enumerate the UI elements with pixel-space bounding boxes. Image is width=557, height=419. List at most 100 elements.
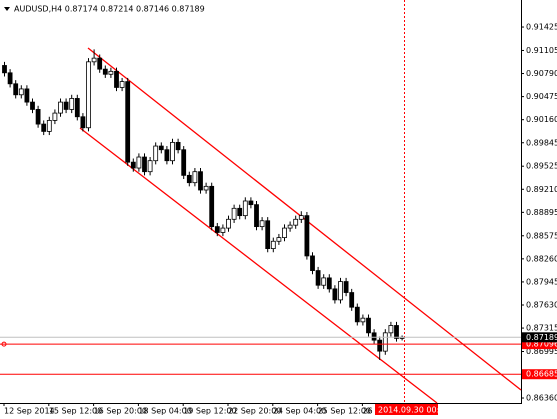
candle-body: [136, 156, 142, 169]
candle-body: [377, 339, 383, 352]
candle-body: [332, 288, 338, 301]
candle-body: [276, 237, 282, 242]
x-tick-label: 16 Sep 20:00: [94, 407, 147, 416]
candle-body: [371, 332, 377, 341]
candle-body: [41, 123, 47, 132]
candle-body: [354, 306, 360, 323]
candle-body: [242, 200, 248, 217]
candle-body: [360, 317, 366, 323]
candle-body: [147, 160, 153, 173]
candle-body: [287, 224, 293, 229]
cursor-label-box: [375, 404, 438, 415]
candle-body: [298, 215, 304, 220]
price-label: 0.86685: [526, 370, 557, 379]
y-tick-label: 0.89525: [526, 162, 557, 171]
candle-body: [270, 240, 276, 249]
candle-body: [343, 281, 349, 293]
candle-body: [125, 81, 131, 163]
y-tick-label: 0.89210: [526, 185, 557, 194]
candle-body: [108, 70, 114, 75]
candle-body: [119, 81, 125, 88]
y-tick-label: 0.91425: [526, 23, 557, 32]
x-tick-label: 24 Sep 04:00: [273, 407, 326, 416]
y-tick-label: 0.87630: [526, 300, 557, 309]
y-tick-label: 0.86360: [526, 394, 557, 403]
chart-title: AUDUSD,H4 0.87174 0.87214 0.87146 0.8718…: [14, 5, 205, 14]
candle-body: [2, 65, 7, 74]
candle-body: [248, 200, 254, 206]
bid-label-box: [522, 332, 557, 343]
price-label: 0.87096: [526, 340, 557, 349]
candle-body: [326, 277, 332, 290]
price-label-box: [522, 369, 557, 380]
candle-body: [7, 72, 13, 85]
x-tick-label: 18 Sep 04:00: [138, 407, 191, 416]
y-tick-label: 0.90790: [526, 69, 557, 78]
candle-body: [18, 88, 24, 96]
candle-body: [97, 57, 103, 70]
candle-body: [254, 204, 259, 228]
candle-body: [170, 141, 175, 162]
y-tick-label: 0.87945: [526, 277, 557, 286]
candle-body: [158, 145, 164, 151]
candle-body: [102, 68, 108, 75]
candle-body: [13, 83, 19, 96]
candle-body: [382, 332, 388, 352]
candle-body: [265, 220, 271, 249]
candle-body: [315, 270, 321, 286]
candle-body: [58, 101, 63, 114]
candle-body: [349, 292, 355, 308]
candle-body: [214, 226, 220, 233]
y-tick-label: 0.87315: [526, 324, 557, 333]
candle-body: [237, 207, 243, 217]
plot-frame: [0, 0, 522, 404]
candle-body: [338, 281, 343, 301]
candle-body: [142, 156, 147, 173]
candle-body: [175, 141, 181, 151]
menu-arrow[interactable]: [4, 7, 10, 11]
candle-body: [46, 120, 52, 132]
candle-body: [304, 215, 310, 257]
candle-body: [186, 174, 192, 184]
candle-body: [366, 317, 371, 334]
candle-body: [282, 227, 287, 239]
candle-body: [198, 171, 203, 191]
y-tick-label: 0.88260: [526, 254, 557, 263]
y-tick-label: 0.90160: [526, 115, 557, 124]
candle-body: [91, 57, 97, 63]
x-tick-label: 12 Sep 2014: [4, 407, 55, 416]
price-label-box: [522, 339, 557, 350]
candle-body: [114, 70, 119, 88]
bid-label: 0.87189: [526, 333, 557, 342]
candle-body: [226, 218, 231, 229]
candle-body: [130, 161, 136, 169]
candle-body: [35, 109, 41, 125]
candle-body: [394, 325, 399, 339]
candle-body: [153, 145, 159, 162]
candle-body: [24, 88, 30, 103]
cursor-label: 2014.09.30 00:00: [378, 406, 449, 415]
candle-body: [86, 61, 91, 129]
y-tick-label: 0.89845: [526, 138, 557, 147]
candle-body: [259, 220, 265, 228]
candle-body: [220, 227, 226, 233]
channel-lower: [79, 127, 438, 404]
x-tick-label: 15 Sep 12:00: [49, 407, 102, 416]
candle-body: [231, 207, 237, 220]
candle-body: [63, 101, 69, 110]
x-tick-label: 19 Sep 12:00: [183, 407, 236, 416]
candle-body: [293, 218, 299, 226]
candle-body: [321, 277, 327, 286]
candle-body: [209, 185, 215, 228]
candle-body: [80, 116, 86, 129]
y-tick-label: 0.90475: [526, 92, 557, 101]
y-tick-label: 0.88575: [526, 231, 557, 240]
candle-body: [164, 149, 170, 162]
candle-body: [192, 171, 198, 184]
x-tick-label: 22 Sep 20:00: [228, 407, 281, 416]
candle-body: [69, 98, 75, 110]
candle-body: [52, 112, 58, 121]
y-tick-label: 0.88895: [526, 208, 557, 217]
